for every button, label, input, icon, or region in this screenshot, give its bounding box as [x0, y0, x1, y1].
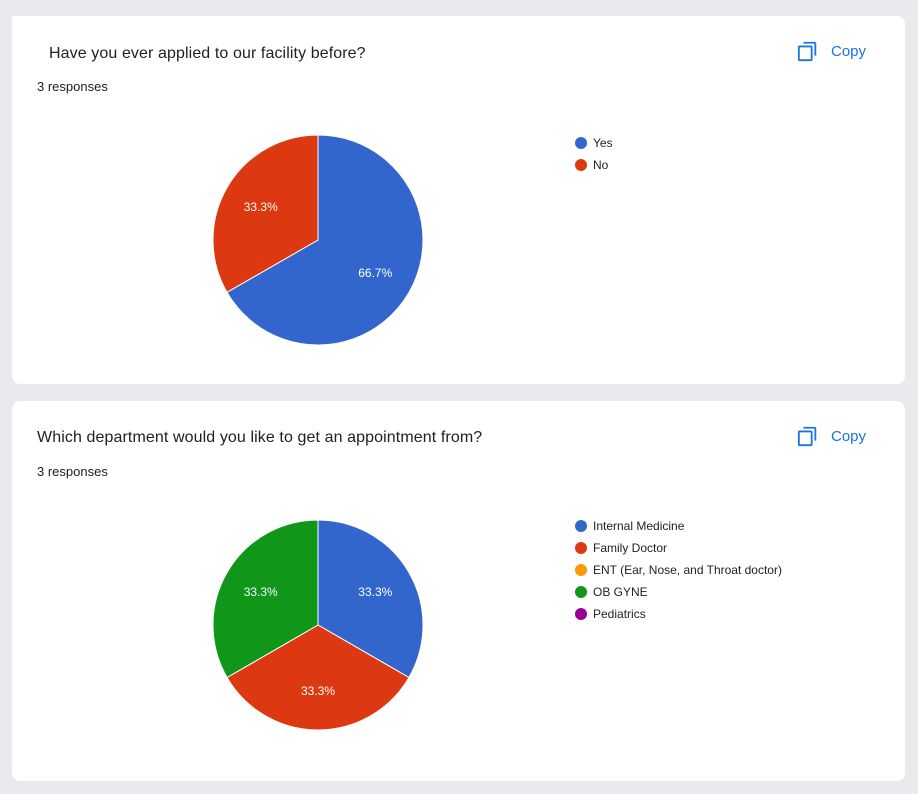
legend-color-dot: [575, 608, 587, 620]
legend-color-dot: [575, 564, 587, 576]
legend-label: Internal Medicine: [593, 519, 685, 533]
question-card-2: Which department would you like to get a…: [12, 401, 905, 781]
question-card-1: Have you ever applied to our facility be…: [12, 16, 905, 384]
legend-label: Pediatrics: [593, 607, 646, 621]
legend-item[interactable]: No: [575, 154, 613, 176]
pie-slice[interactable]: [212, 134, 319, 293]
copy-label: Copy: [831, 427, 867, 445]
legend-label: OB GYNE: [593, 585, 648, 599]
legend-color-dot: [575, 520, 587, 532]
legend-item[interactable]: Family Doctor: [575, 537, 782, 559]
legend-item[interactable]: Yes: [575, 132, 613, 154]
pie-slice[interactable]: [226, 134, 424, 346]
legend-color-dot: [575, 586, 587, 598]
pie-slice-label: 33.3%: [244, 585, 278, 599]
pie-chart: 33.3% 33.3% 33.3%: [212, 519, 424, 731]
pie-slice-label: 33.3%: [301, 684, 335, 698]
pie-slice-label: 66.7%: [358, 266, 392, 280]
copy-icon: [797, 426, 817, 447]
copy-icon: [797, 41, 817, 62]
copy-label: Copy: [831, 42, 867, 60]
legend-item[interactable]: ENT (Ear, Nose, and Throat doctor): [575, 559, 782, 581]
legend-color-dot: [575, 542, 587, 554]
pie-chart: 66.7% 33.3%: [212, 134, 424, 346]
pie-slice[interactable]: [212, 519, 319, 679]
chart-legend: Internal Medicine Family Doctor ENT (Ear, …: [575, 515, 782, 625]
question-title: Have you ever applied to our facility be…: [49, 45, 366, 62]
copy-button[interactable]: Copy: [797, 425, 866, 447]
legend-item[interactable]: Internal Medicine: [575, 515, 782, 537]
response-count: 3 responses: [37, 464, 108, 479]
legend-label: No: [593, 158, 609, 172]
legend-item[interactable]: OB GYNE: [575, 581, 782, 603]
legend-label: ENT (Ear, Nose, and Throat doctor): [593, 563, 782, 577]
pie-slice-label: 33.3%: [358, 585, 392, 599]
legend-label: Family Doctor: [593, 541, 668, 555]
question-title: Which department would you like to get a…: [37, 429, 483, 446]
copy-button[interactable]: Copy: [797, 40, 866, 62]
legend-item[interactable]: Pediatrics: [575, 603, 782, 625]
legend-color-dot: [575, 159, 587, 171]
legend-color-dot: [575, 137, 587, 149]
pie-slice[interactable]: [317, 519, 424, 679]
legend-label: Yes: [593, 136, 613, 150]
chart-legend: Yes No: [575, 132, 613, 176]
response-count: 3 responses: [37, 79, 108, 94]
pie-slice-label: 33.3%: [244, 200, 278, 214]
